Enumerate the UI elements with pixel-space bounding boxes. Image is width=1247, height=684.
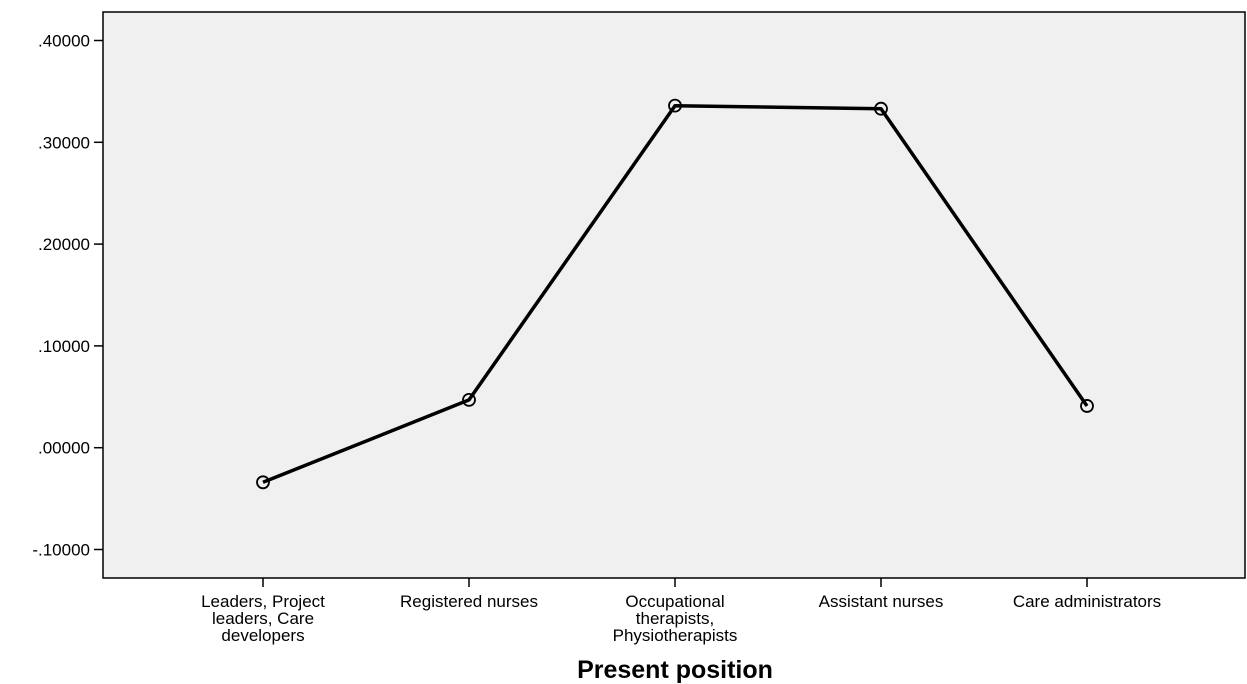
x-category-label-line: Assistant nurses (819, 592, 944, 611)
x-category-label-line: Occupational (625, 592, 724, 611)
y-tick-label: .10000 (38, 337, 90, 356)
x-category-label: Registered nurses (400, 592, 538, 611)
x-category-label: Care administrators (1013, 592, 1161, 611)
x-category-label: Leaders, Project leaders, Care developers (201, 592, 325, 645)
data-point (668, 98, 682, 113)
data-point (1080, 399, 1094, 413)
plot-area (102, 11, 1246, 579)
x-axis: Leaders, Project leaders, Care developers R… (201, 578, 1161, 645)
y-tick-label: .40000 (38, 32, 90, 51)
x-category-label-line: Leaders, Project (201, 592, 325, 611)
y-tick-label: .00000 (38, 439, 90, 458)
series-line (262, 103, 1089, 484)
y-tick-label: .30000 (38, 133, 90, 152)
y-tick-label: -.10000 (32, 540, 90, 559)
x-category-label: Occupational therapists, Physiotherapists (613, 592, 738, 645)
data-point (256, 475, 270, 490)
x-category-label-line: Physiotherapists (613, 626, 738, 645)
x-category-label-line: Registered nurses (400, 592, 538, 611)
x-category-label-line: Care administrators (1013, 592, 1161, 611)
data-point (462, 392, 476, 407)
x-category-label-line: developers (221, 626, 304, 645)
x-category-label-line: therapists, (636, 609, 714, 628)
x-category-label-line: leaders, Care (212, 609, 314, 628)
x-category-label: Assistant nurses (819, 592, 944, 611)
x-axis-title: Present position (577, 656, 773, 684)
y-axis: -.10000 .00000 .10000 .20000 .30000 .40000 (32, 32, 103, 559)
y-tick-label: .20000 (38, 235, 90, 254)
data-markers (256, 98, 1094, 490)
data-point (874, 101, 888, 116)
